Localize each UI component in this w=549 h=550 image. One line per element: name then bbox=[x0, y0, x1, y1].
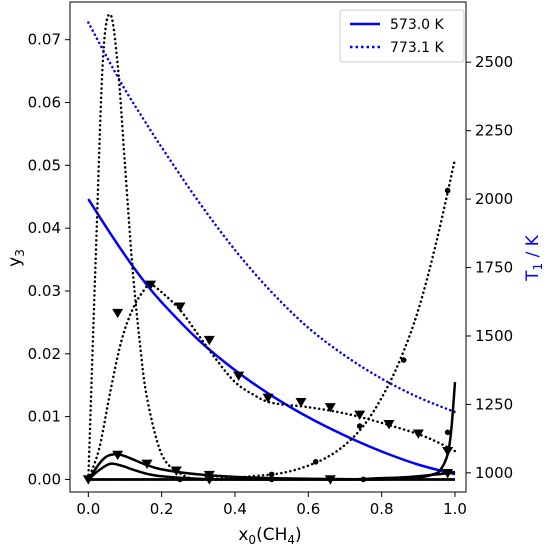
temperature-series-line-1 bbox=[87, 21, 457, 414]
triangle-marker bbox=[442, 447, 454, 457]
x-tick-label: 0.6 bbox=[296, 500, 320, 518]
y-left-tick-label: 0.04 bbox=[28, 219, 61, 237]
y-right-tick-label: 2500 bbox=[475, 53, 513, 71]
triangle-marker bbox=[324, 475, 336, 485]
triangle-marker bbox=[233, 371, 245, 382]
y-right-tick-label: 1250 bbox=[475, 395, 513, 413]
plot-frame bbox=[69, 1, 467, 493]
x-tick-label: 0.4 bbox=[223, 500, 247, 518]
triangle-marker bbox=[82, 475, 94, 485]
triangle-marker bbox=[203, 475, 215, 485]
legend-label-773: 773.1 K bbox=[390, 40, 445, 56]
x-tick-label: 1.0 bbox=[443, 500, 467, 518]
x-tick-label: 0.2 bbox=[150, 500, 174, 518]
svg-text:y3: y3 bbox=[5, 249, 27, 267]
triangle-marker bbox=[412, 429, 424, 439]
x-tick-label: 0.8 bbox=[370, 500, 394, 518]
triangle-marker bbox=[442, 469, 454, 479]
triangle-marker bbox=[112, 450, 124, 461]
y-left-tick-label: 0.06 bbox=[28, 94, 61, 112]
y-left-tick-label: 0.03 bbox=[28, 282, 61, 300]
plot-markers bbox=[82, 187, 454, 485]
dot-marker bbox=[444, 187, 451, 194]
dot-marker bbox=[356, 423, 363, 429]
triangle-marker bbox=[145, 280, 157, 290]
y-right-tick-label: 1500 bbox=[475, 327, 513, 345]
dot-marker bbox=[360, 476, 367, 483]
y-left-tick-label: 0.00 bbox=[28, 470, 61, 488]
y-right-tick-label: 1000 bbox=[475, 464, 513, 482]
triangle-marker bbox=[141, 459, 153, 469]
x-tick-label: 0.0 bbox=[76, 500, 100, 518]
y-right-tick-label: 2250 bbox=[475, 122, 513, 140]
plot-lines bbox=[87, 13, 457, 482]
dot-marker bbox=[400, 357, 407, 363]
svg-text:x0(CH4): x0(CH4) bbox=[238, 525, 301, 547]
legend-label-573: 573.0 K bbox=[390, 17, 445, 33]
svg-text:T1 / K: T1 / K bbox=[523, 234, 545, 282]
dot-marker bbox=[177, 476, 183, 483]
y-left-tick-label: 0.01 bbox=[28, 408, 61, 426]
triangle-marker bbox=[170, 466, 182, 476]
y-left-axis-label: y3 bbox=[5, 249, 27, 267]
y-right-tick-label: 2000 bbox=[475, 190, 513, 208]
x-axis-label: x0(CH4) bbox=[238, 525, 301, 547]
triangle-marker bbox=[262, 393, 274, 403]
dot-marker bbox=[312, 459, 319, 465]
triangle-marker bbox=[295, 398, 307, 408]
axis-ticks: 0.0 0.2 0.4 0.6 0.8 1.0 0.00 0.01 0.02 0.03 0.04 0.… bbox=[28, 31, 514, 518]
triangle-marker bbox=[324, 403, 336, 413]
y-right-tick-label: 1750 bbox=[475, 259, 513, 277]
y-left-tick-label: 0.05 bbox=[28, 156, 61, 174]
triangle-marker bbox=[174, 302, 186, 312]
composition-series-line-1 bbox=[87, 283, 457, 481]
y-right-axis-label: T1 / K bbox=[523, 234, 545, 282]
legend: 573.0 K 773.1 K bbox=[339, 9, 465, 63]
triangle-marker bbox=[203, 335, 215, 346]
dot-marker bbox=[444, 429, 451, 436]
y-left-tick-label: 0.07 bbox=[28, 31, 61, 49]
y-left-tick-label: 0.02 bbox=[28, 345, 61, 363]
dot-marker bbox=[268, 476, 275, 483]
triangle-marker bbox=[354, 410, 366, 420]
triangle-marker bbox=[383, 420, 395, 430]
temperature-series-line-0 bbox=[87, 198, 456, 476]
triangle-marker bbox=[112, 308, 124, 319]
dot-marker bbox=[268, 471, 275, 478]
